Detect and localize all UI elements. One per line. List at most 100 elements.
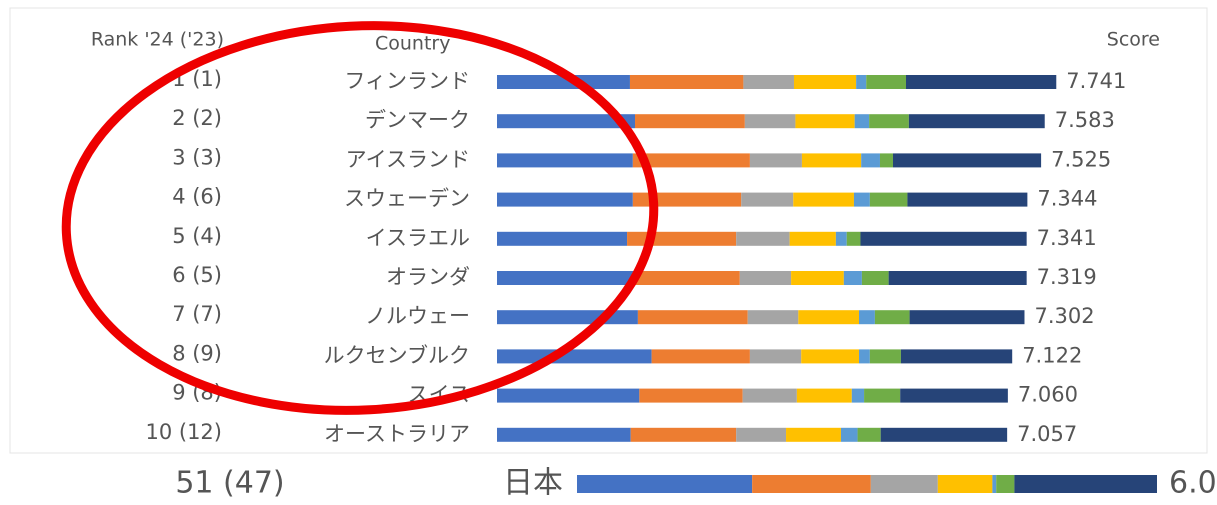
bar-segment [888, 271, 1027, 285]
bar-segment [840, 427, 858, 442]
country-label: オランダ [386, 265, 470, 289]
bar-segment [879, 153, 893, 168]
bar-segment [851, 388, 865, 403]
bar-segment [859, 310, 875, 325]
bar-segment [857, 427, 881, 442]
highlight-country: 日本 [503, 466, 563, 501]
bar-segment [791, 271, 844, 285]
score-label: 7.122 [1022, 343, 1082, 367]
bar-segment [639, 388, 743, 403]
bar-segment [798, 310, 860, 325]
rank-label: 7 (7) [172, 302, 222, 326]
bar-segment [497, 271, 635, 285]
country-label: スウェーデン [344, 187, 470, 211]
bar-segment [864, 388, 901, 403]
highlight-rank: 51 (47) [175, 466, 284, 501]
bar-segment [907, 192, 1028, 207]
bar-segment [843, 271, 862, 285]
bar-segment [795, 114, 855, 129]
bar-segment [996, 475, 1015, 493]
bar-segment [866, 75, 906, 89]
country-label: アイスランド [346, 147, 470, 171]
country-label: デンマーク [365, 108, 470, 132]
bar-segment [497, 388, 640, 403]
bar-segment [742, 388, 797, 403]
country-label: ノルウェー [365, 304, 470, 328]
rank-label: 4 (6) [172, 185, 222, 209]
bar-segment [870, 475, 938, 493]
bar-segment [741, 192, 794, 207]
bar-segment [880, 427, 1008, 442]
bar-segment [637, 310, 748, 325]
bar-segment [869, 114, 909, 129]
bar-segment [497, 310, 638, 325]
bar-segment [744, 114, 796, 129]
bar-segment [854, 114, 870, 129]
bar-segment [632, 153, 750, 168]
bar-segment [869, 192, 908, 207]
bar-segment [632, 192, 742, 207]
score-label: 7.741 [1066, 69, 1126, 93]
bar-segment [747, 310, 799, 325]
bar-segment [801, 153, 862, 168]
bar-segment [861, 271, 889, 285]
bar-segment [749, 349, 802, 364]
score-label: 7.302 [1034, 304, 1094, 328]
bar-segment [743, 75, 794, 89]
score-label: 7.525 [1051, 147, 1111, 171]
country-header: Country [375, 33, 450, 55]
bar-segment [905, 75, 1057, 89]
rank-label: 6 (5) [172, 263, 222, 287]
score-label: 7.583 [1055, 108, 1115, 132]
bar-segment [853, 192, 870, 207]
bar-segment [860, 231, 1027, 246]
bar-segment [796, 388, 852, 403]
rank-label: 3 (3) [172, 145, 222, 169]
bar-segment [739, 271, 792, 285]
bar-segment [752, 475, 871, 493]
bar-segment [749, 153, 802, 168]
bar-segment [892, 153, 1042, 168]
bar-segment [835, 231, 847, 246]
bar-segment [859, 349, 870, 364]
bar-segment [793, 192, 854, 207]
country-label: オーストラリア [324, 422, 470, 446]
bar-segment [634, 271, 740, 285]
bar-segment [793, 75, 857, 89]
country-label: イスラエル [366, 226, 470, 250]
bar-segment [497, 231, 628, 246]
rank-label: 5 (4) [172, 224, 222, 248]
highlight-score: 6.060 [1169, 466, 1217, 501]
rank-label: 8 (9) [172, 341, 222, 365]
bar-segment [861, 153, 880, 168]
bar-segment [635, 114, 745, 129]
bar-segment [900, 388, 1008, 403]
bar-segment [801, 349, 860, 364]
bar-segment [856, 75, 867, 89]
bar-segment [786, 427, 841, 442]
bar-segment [874, 310, 910, 325]
bar-segment [869, 349, 901, 364]
bar-segment [1014, 475, 1157, 493]
score-label: 7.060 [1018, 383, 1078, 407]
bar-segment [789, 231, 836, 246]
score-label: 7.057 [1017, 422, 1077, 446]
bar-segment [497, 427, 631, 442]
rank-label: 2 (2) [172, 106, 222, 130]
bar-segment [497, 114, 636, 129]
bar-segment [630, 427, 737, 442]
score-header: Score [1107, 29, 1160, 51]
bar-segment [937, 475, 993, 493]
score-label: 7.319 [1037, 265, 1097, 289]
bar-segment [908, 114, 1045, 129]
score-label: 7.341 [1037, 226, 1097, 250]
bar-segment [497, 349, 652, 364]
highlight-circle [61, 21, 659, 415]
country-label: ルクセンブルク [324, 343, 470, 367]
score-label: 7.344 [1037, 187, 1097, 211]
bar-segment [577, 475, 753, 493]
bar-segment [497, 153, 633, 168]
bar-segment [909, 310, 1025, 325]
bar-segment [846, 231, 861, 246]
